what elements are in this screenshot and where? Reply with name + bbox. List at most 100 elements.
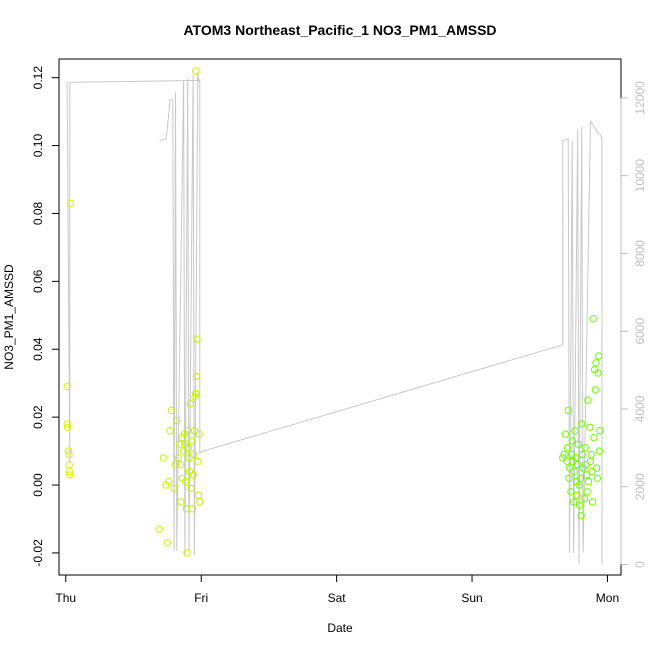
data-point [569,498,578,506]
data-point [176,461,184,469]
data-point [188,505,197,513]
x-tick-label: Mon [596,591,619,605]
data-point [192,67,200,75]
data-point [565,474,573,482]
data-point [188,437,196,445]
y-right-tick-label: 2000 [633,473,647,500]
data-point [65,467,74,476]
data-point [584,477,593,486]
data-point [594,369,602,377]
data-point [190,427,199,435]
data-point [595,352,603,360]
y-axis-left: -0.02 0.00 0.02 0.04 0.06 0.08 0.10 0.12 [31,66,60,567]
data-point [574,461,582,469]
x-axis-label: Date [327,621,353,635]
data-point [170,484,178,493]
data-point [591,386,599,394]
point-layer [63,67,604,557]
y-right-tick-label: 0 [633,561,647,568]
data-point [65,450,73,459]
data-point [576,474,585,482]
data-point [191,393,199,401]
data-point [570,467,578,476]
chart-title: ATOM3 Northeast_Pacific_1 NO3_PM1_AMSSD [183,22,496,38]
data-point [175,440,184,448]
data-point [589,315,597,323]
data-point [582,461,590,469]
data-point [588,498,597,506]
y-right-tick-label: 6000 [633,318,647,345]
data-point [194,457,202,465]
data-point [64,447,73,455]
data-point [189,471,197,479]
data-point [592,464,601,472]
data-point [187,484,195,493]
data-point [564,406,572,415]
data-point [177,498,185,506]
x-axis: Thu Fri Sat Sun Mon [55,574,619,605]
data-point [195,430,203,438]
data-point [590,433,598,442]
data-point [580,494,589,503]
y-left-tick-label: 0.08 [31,201,45,225]
data-point [567,488,575,496]
y-right-tick-label: 10000 [633,159,647,193]
data-point [159,454,168,462]
y-left-tick-label: 0.10 [31,134,45,158]
data-point [576,501,584,510]
y-left-tick-label: 0.02 [31,405,45,429]
y-left-tick-label: -0.02 [31,539,45,567]
data-point [582,471,591,479]
y-right-tick-label: 12000 [633,81,647,115]
data-point [179,447,188,455]
data-point [163,539,172,547]
data-point [193,335,201,343]
data-point [581,444,589,452]
data-point [185,454,193,462]
data-point [190,450,198,459]
data-point [194,491,203,499]
data-point [155,525,163,533]
data-point [575,481,583,489]
data-point [192,372,201,381]
y-left-tick-label: 0.04 [31,337,45,361]
data-point [173,416,181,425]
data-point [573,491,581,499]
data-point [165,477,173,486]
data-point [66,471,74,479]
data-point [596,427,604,435]
data-point [183,549,191,557]
data-point [181,477,190,486]
data-point [66,199,75,208]
data-point [166,427,174,435]
data-point [563,444,572,452]
data-point [587,450,595,459]
data-point [578,450,587,459]
data-point [584,396,592,404]
x-tick-label: Thu [55,591,76,605]
data-point [192,389,200,398]
data-point [171,461,180,469]
data-point [593,474,601,482]
x-tick-label: Fri [194,591,208,605]
data-point [63,420,71,428]
data-point [196,498,204,506]
data-point [571,427,579,435]
x-tick-label: Sat [328,591,347,605]
data-point [63,382,71,391]
y-left-tick-label: 0.06 [31,269,45,293]
y-axis-right: 0 2000 4000 6000 8000 10000 12000 [620,81,647,568]
data-point [595,447,603,455]
data-point [568,437,576,445]
data-point [167,406,176,415]
data-point [186,399,195,408]
y-right-tick-label: 8000 [633,240,647,267]
series-line [66,79,603,565]
data-point [560,450,568,459]
y-left-tick-label: 0.12 [31,66,45,90]
y-left-tick-label: 0.00 [31,473,45,497]
y-right-tick-label: 4000 [633,395,647,422]
data-point [63,423,72,431]
